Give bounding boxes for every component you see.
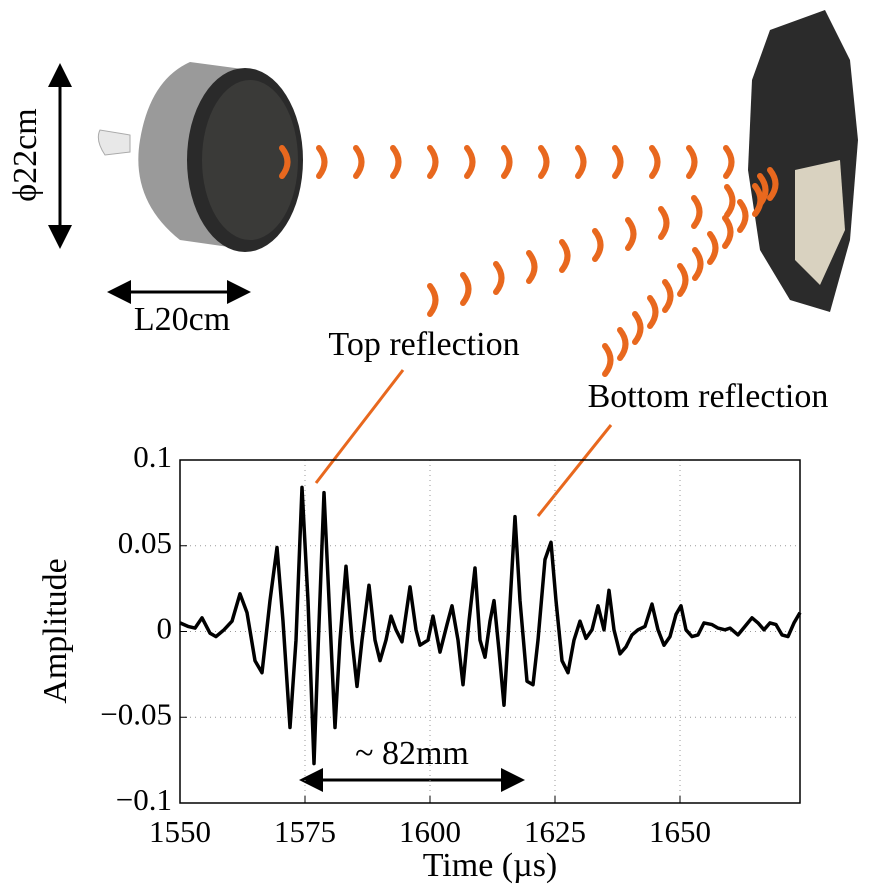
wave-arc <box>562 242 568 270</box>
wave-arc <box>529 253 535 281</box>
y-tick-label: 0.1 <box>133 439 172 474</box>
wave-arc <box>605 346 611 374</box>
wave-arc <box>615 148 621 176</box>
wave-arc <box>463 275 469 303</box>
wave-arc <box>689 148 695 176</box>
y-tick-label: 0 <box>157 611 173 646</box>
annotation: Bottom reflection <box>588 378 829 415</box>
annotation: L20cm <box>134 301 230 338</box>
annotation: Top reflection <box>328 326 519 363</box>
wave-arc <box>430 286 436 314</box>
x-tick-label: 1575 <box>274 814 336 849</box>
wave-arc <box>650 298 656 326</box>
wave-arc <box>665 282 671 310</box>
y-tick-label: 0.05 <box>118 525 172 560</box>
wave-arc <box>430 148 436 176</box>
x-tick-label: 1550 <box>149 814 211 849</box>
wave-arc <box>595 231 601 259</box>
figure: ϕ22cm L20cm Top reflection Bottom reflec… <box>0 0 869 893</box>
wave-arc <box>652 148 658 176</box>
wave-arc <box>356 148 362 176</box>
wave-arc <box>628 220 634 248</box>
wave-arc <box>695 250 701 278</box>
transducer <box>98 62 303 252</box>
x-axis-label: Time (µs) <box>423 847 558 884</box>
wave-arc <box>578 148 584 176</box>
wave-arc <box>319 148 325 176</box>
y-axis-label: Amplitude <box>37 558 74 703</box>
rock <box>748 10 858 312</box>
y-tick-label: −0.1 <box>116 782 172 817</box>
wave-arc <box>725 218 731 246</box>
wave-arc <box>710 234 716 262</box>
wave-arc <box>635 314 641 342</box>
wave-arc <box>661 209 667 237</box>
x-tick-label: 1600 <box>399 814 461 849</box>
x-tick-label: 1650 <box>649 814 711 849</box>
y-tick-label: −0.05 <box>100 696 172 731</box>
wave-arc <box>694 198 700 226</box>
wave-arc <box>467 148 473 176</box>
wave-arc <box>496 264 502 292</box>
callout-line <box>538 425 611 516</box>
waveform <box>180 487 800 763</box>
callout-line <box>316 370 403 483</box>
x-tick-label: 1625 <box>524 814 586 849</box>
wave-arc <box>504 148 510 176</box>
wave-arc <box>740 202 746 230</box>
annotation: ϕ22cm <box>7 108 44 201</box>
wave-arc <box>680 266 686 294</box>
wave-arc <box>726 148 732 176</box>
wave-arc <box>620 330 626 358</box>
wave-arc <box>541 148 547 176</box>
wave-arc <box>393 148 399 176</box>
wave-arc <box>727 187 733 215</box>
annotation: ~ 82mm <box>355 735 469 772</box>
